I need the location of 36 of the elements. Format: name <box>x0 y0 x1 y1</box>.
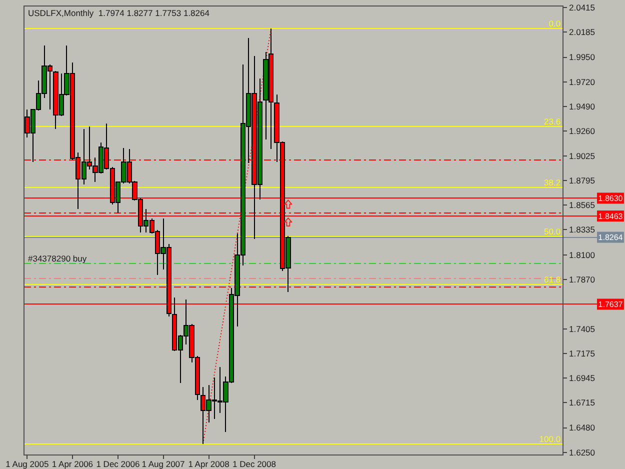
annotation: 0.0 <box>548 18 561 28</box>
y-tick-label: 1.9720 <box>569 76 596 87</box>
y-tick-label: 1.7175 <box>569 348 596 359</box>
y-tick-label: 1.7405 <box>569 324 596 334</box>
y-tick-label: 1.8335 <box>569 224 596 235</box>
y-tick-label: 1.9260 <box>569 126 596 136</box>
annotation: 100.0 <box>539 434 561 444</box>
ref-line-label: 1.8630 <box>598 194 624 203</box>
x-tick-label: 1 Aug 2005 <box>6 459 49 469</box>
x-tick-label: 1 Apr 2006 <box>52 459 94 469</box>
y-tick-label: 1.9490 <box>569 101 596 112</box>
chart-title: USDLFX,Monthly 1.7974 1.8277 1.7753 1.8264 <box>28 8 210 18</box>
y-tick-label: 1.8795 <box>569 176 596 186</box>
y-tick-label: 1.8100 <box>569 250 596 260</box>
ref-line-label: 1.8463 <box>598 212 624 221</box>
y-tick-label: 1.6480 <box>569 422 596 433</box>
annotation: 61.8 <box>544 274 561 285</box>
ref-line-label: 1.8264 <box>598 233 624 242</box>
y-tick-label: 2.0415 <box>569 2 596 13</box>
annotation: 23.6 <box>544 116 561 127</box>
y-tick-label: 1.7870 <box>569 274 596 284</box>
y-tick-label: 1.6715 <box>569 398 596 408</box>
x-tick-label: 1 Aug 2007 <box>142 459 186 469</box>
y-tick-label: 1.6250 <box>569 447 596 458</box>
ref-line-label: #34378290 buy <box>28 253 88 264</box>
annotation: 38.2 <box>544 178 561 188</box>
y-tick-label: 1.8565 <box>569 200 596 210</box>
x-tick-label: 1 Dec 2006 <box>96 459 140 469</box>
x-tick-label: 1 Dec 2008 <box>232 459 276 469</box>
y-tick-label: 2.0185 <box>569 27 596 38</box>
y-tick-label: 1.6945 <box>569 373 596 384</box>
x-tick-label: 1 Apr 2008 <box>188 459 230 469</box>
annotation: 50.0 <box>544 226 561 237</box>
y-tick-label: 1.9025 <box>569 151 596 161</box>
ref-line-label: 1.7637 <box>598 300 624 310</box>
y-tick-label: 1.9950 <box>569 52 596 62</box>
